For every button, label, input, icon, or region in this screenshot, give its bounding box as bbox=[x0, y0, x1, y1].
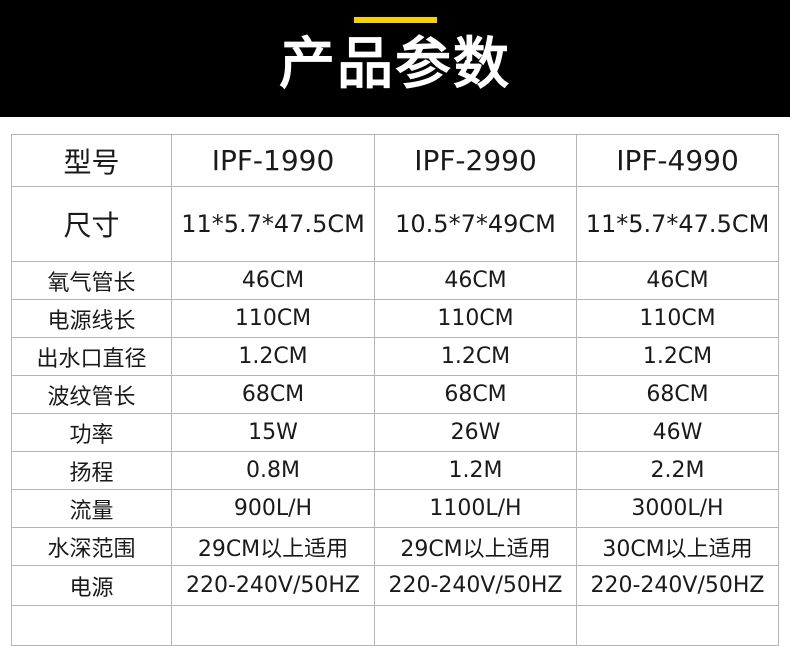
cell-value: 10.5*7*49CM bbox=[374, 186, 577, 262]
table-row: 出水口直径 1.2CM 1.2CM 1.2CM bbox=[11, 337, 779, 376]
cell-value: 46CM bbox=[374, 261, 577, 300]
cell-value: 26W bbox=[374, 413, 577, 452]
cell-value bbox=[171, 605, 375, 646]
row-label: 尺寸 bbox=[11, 186, 172, 262]
cell-value: 220-240V/50HZ bbox=[374, 565, 577, 606]
model-row: 型号 IPF-1990 IPF-2990 IPF-4990 bbox=[11, 134, 779, 187]
cell-value bbox=[374, 605, 577, 646]
row-label: 水深范围 bbox=[11, 527, 172, 566]
cell-value: 2.2M bbox=[576, 451, 779, 490]
cell-value: 0.8M bbox=[171, 451, 375, 490]
title-banner: 产品参数 bbox=[0, 0, 790, 117]
row-label: 流量 bbox=[11, 489, 172, 528]
cell-value: 46CM bbox=[171, 261, 375, 300]
model-name: IPF-1990 bbox=[171, 134, 375, 187]
table-row: 尺寸 11*5.7*47.5CM 10.5*7*49CM 11*5.7*47.5… bbox=[11, 186, 779, 262]
cell-value: 68CM bbox=[374, 375, 577, 414]
row-label: 电源 bbox=[11, 565, 172, 606]
row-label: 出水口直径 bbox=[11, 337, 172, 376]
accent-bar bbox=[354, 17, 437, 23]
cell-value: 220-240V/50HZ bbox=[576, 565, 779, 606]
row-label: 扬程 bbox=[11, 451, 172, 490]
model-name: IPF-4990 bbox=[576, 134, 779, 187]
cell-value: 1.2CM bbox=[171, 337, 375, 376]
cell-value: 11*5.7*47.5CM bbox=[576, 186, 779, 262]
cell-value: 220-240V/50HZ bbox=[171, 565, 375, 606]
cell-value: 29CM以上适用 bbox=[374, 527, 577, 566]
row-label: 功率 bbox=[11, 413, 172, 452]
cell-value bbox=[576, 605, 779, 646]
table-row: 电源线长 110CM 110CM 110CM bbox=[11, 299, 779, 338]
table-row: 水深范围 29CM以上适用 29CM以上适用 30CM以上适用 bbox=[11, 527, 779, 566]
cell-value: 46CM bbox=[576, 261, 779, 300]
cell-value: 1.2CM bbox=[576, 337, 779, 376]
cell-value: 11*5.7*47.5CM bbox=[171, 186, 375, 262]
table-row: 波纹管长 68CM 68CM 68CM bbox=[11, 375, 779, 414]
cell-value: 46W bbox=[576, 413, 779, 452]
table-row: 电源 220-240V/50HZ 220-240V/50HZ 220-240V/… bbox=[11, 565, 779, 606]
cell-value: 15W bbox=[171, 413, 375, 452]
row-label: 电源线长 bbox=[11, 299, 172, 338]
cell-value: 68CM bbox=[576, 375, 779, 414]
page-title: 产品参数 bbox=[279, 32, 511, 97]
cell-value: 1.2M bbox=[374, 451, 577, 490]
cell-value: 30CM以上适用 bbox=[576, 527, 779, 566]
table-row: 扬程 0.8M 1.2M 2.2M bbox=[11, 451, 779, 490]
table-row bbox=[11, 605, 779, 646]
model-name: IPF-2990 bbox=[374, 134, 577, 187]
row-label: 氧气管长 bbox=[11, 261, 172, 300]
row-label-model: 型号 bbox=[11, 134, 172, 187]
row-label bbox=[11, 605, 172, 646]
cell-value: 68CM bbox=[171, 375, 375, 414]
table-row: 流量 900L/H 1100L/H 3000L/H bbox=[11, 489, 779, 528]
cell-value: 110CM bbox=[374, 299, 577, 338]
cell-value: 900L/H bbox=[171, 489, 375, 528]
row-label: 波纹管长 bbox=[11, 375, 172, 414]
cell-value: 110CM bbox=[576, 299, 779, 338]
table-row: 功率 15W 26W 46W bbox=[11, 413, 779, 452]
spec-table: 型号 IPF-1990 IPF-2990 IPF-4990 尺寸 11*5.7*… bbox=[11, 134, 779, 646]
cell-value: 29CM以上适用 bbox=[171, 527, 375, 566]
cell-value: 1100L/H bbox=[374, 489, 577, 528]
cell-value: 3000L/H bbox=[576, 489, 779, 528]
cell-value: 1.2CM bbox=[374, 337, 577, 376]
cell-value: 110CM bbox=[171, 299, 375, 338]
table-row: 氧气管长 46CM 46CM 46CM bbox=[11, 261, 779, 300]
